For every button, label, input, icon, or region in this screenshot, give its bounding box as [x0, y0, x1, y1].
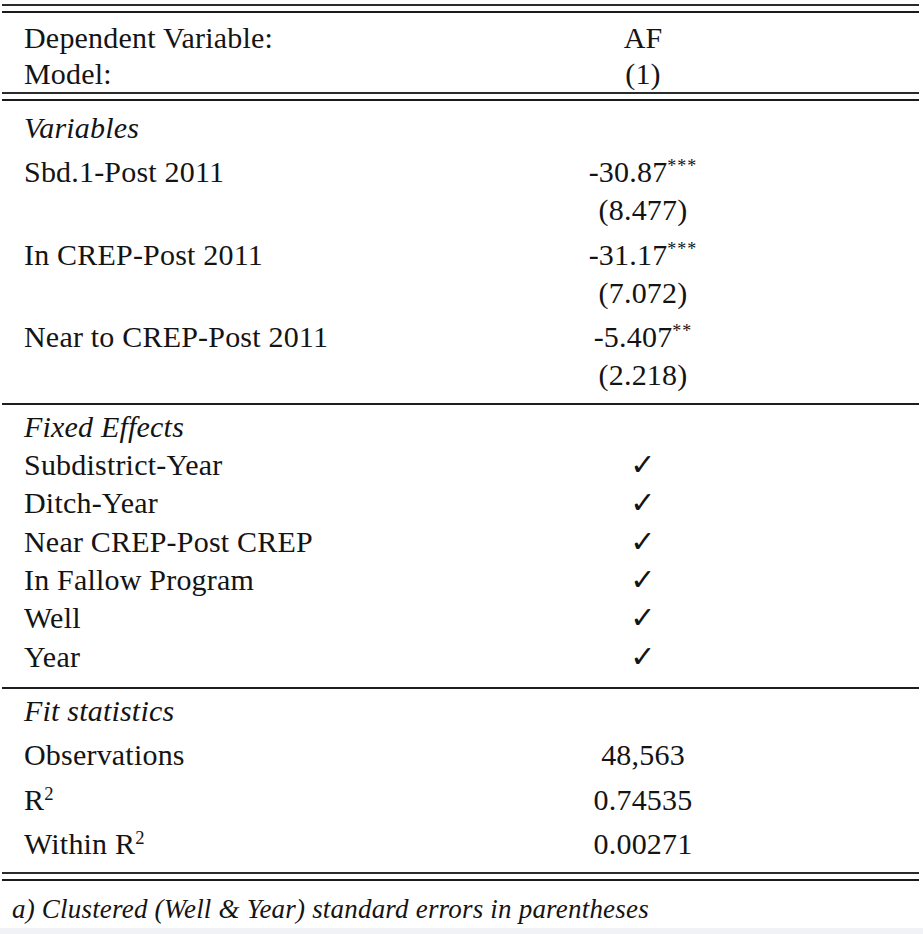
regression-table: Dependent Variable: AF Model: (1) Variab…: [0, 0, 923, 934]
footer-double-rule: [2, 872, 919, 881]
fit-stat-value: 0.00271: [448, 825, 838, 863]
dependent-variable-value: AF: [448, 20, 838, 56]
variables-section: Variables Sbd.1-Post 2011 -30.87*** (8.4…: [0, 101, 923, 395]
fixed-effects-section: Fixed Effects Subdistrict-Year ✓ Ditch-Y…: [0, 405, 923, 676]
table-row: Model: (1): [0, 56, 923, 92]
significance-stars: ***: [667, 239, 697, 259]
table-row-stderr: (7.072): [0, 274, 923, 312]
table-row-fixed-effect: Near CREP-Post CREP ✓: [0, 523, 923, 561]
superscript: 2: [135, 827, 145, 848]
checkmark-icon: ✓: [448, 561, 838, 599]
coefficient-value: -30.87***: [448, 147, 838, 191]
top-double-rule: [2, 4, 919, 13]
table-row-coefficient: Sbd.1-Post 2011 -30.87***: [0, 147, 923, 191]
table-row-stderr: (8.477): [0, 191, 923, 229]
model-label: Model:: [24, 56, 448, 92]
fixed-effect-label: Well: [24, 599, 448, 637]
section-header: Fixed Effects: [0, 408, 923, 446]
checkmark-icon: ✓: [448, 523, 838, 561]
coefficient-value: -31.17***: [448, 230, 838, 274]
variables-section-title: Variables: [24, 109, 448, 147]
table-row-fixed-effect: In Fallow Program ✓: [0, 561, 923, 599]
table-row-fit-stat: R2 0.74535: [0, 775, 923, 820]
fit-stat-label: Observations: [24, 730, 448, 775]
table-row-coefficient: Near to CREP-Post 2011 -5.407**: [0, 312, 923, 356]
significance-stars: **: [672, 321, 692, 341]
checkmark-icon: ✓: [448, 484, 838, 522]
fixed-effect-label: Year: [24, 638, 448, 676]
table-row-fixed-effect: Year ✓: [0, 638, 923, 676]
superscript: 2: [44, 783, 54, 804]
table-row-fit-stat: Observations 48,563: [0, 730, 923, 775]
fixed-effect-label: In Fallow Program: [24, 561, 448, 599]
fit-statistics-section-title: Fit statistics: [24, 692, 448, 730]
variable-label: In CREP-Post 2011: [24, 236, 448, 274]
section-header: Fit statistics: [0, 692, 923, 730]
table-row-fixed-effect: Well ✓: [0, 599, 923, 637]
fixed-effect-label: Subdistrict-Year: [24, 446, 448, 484]
coefficient-value: -5.407**: [448, 312, 838, 356]
section-header: Variables: [0, 109, 923, 147]
table-row-stderr: (2.218): [0, 356, 923, 394]
standard-error: (2.218): [448, 356, 838, 394]
standard-error: (8.477): [448, 191, 838, 229]
table-row: Dependent Variable: AF: [0, 20, 923, 56]
standard-error: (7.072): [448, 274, 838, 312]
fixed-effect-label: Ditch-Year: [24, 484, 448, 522]
table-footnotes: a) Clustered (Well & Year) standard erro…: [0, 881, 923, 934]
table-header: Dependent Variable: AF Model: (1): [0, 13, 923, 92]
fit-statistics-section: Fit statistics Observations 48,563 R2 0.…: [0, 689, 923, 864]
table-row-fixed-effect: Subdistrict-Year ✓: [0, 446, 923, 484]
fit-stat-label: Within R2: [24, 819, 448, 864]
table-row-fit-stat: Within R2 0.00271: [0, 819, 923, 864]
table-row-coefficient: In CREP-Post 2011 -31.17***: [0, 230, 923, 274]
model-number: (1): [448, 56, 838, 92]
checkmark-icon: ✓: [448, 638, 838, 676]
bottom-edge-strip: [0, 928, 923, 934]
fixed-effects-section-title: Fixed Effects: [24, 408, 448, 446]
variable-label: Near to CREP-Post 2011: [24, 318, 448, 356]
significance-stars: ***: [667, 156, 697, 176]
header-double-rule: [2, 92, 919, 101]
fixed-effect-label: Near CREP-Post CREP: [24, 523, 448, 561]
checkmark-icon: ✓: [448, 446, 838, 484]
fit-stat-value: 48,563: [448, 736, 838, 774]
variable-label: Sbd.1-Post 2011: [24, 153, 448, 191]
fit-stat-value: 0.74535: [448, 781, 838, 819]
checkmark-icon: ✓: [448, 599, 838, 637]
fit-stat-label: R2: [24, 775, 448, 820]
table-row-fixed-effect: Ditch-Year ✓: [0, 484, 923, 522]
dependent-variable-label: Dependent Variable:: [24, 20, 448, 56]
footnote-clustering: a) Clustered (Well & Year) standard erro…: [12, 889, 923, 929]
